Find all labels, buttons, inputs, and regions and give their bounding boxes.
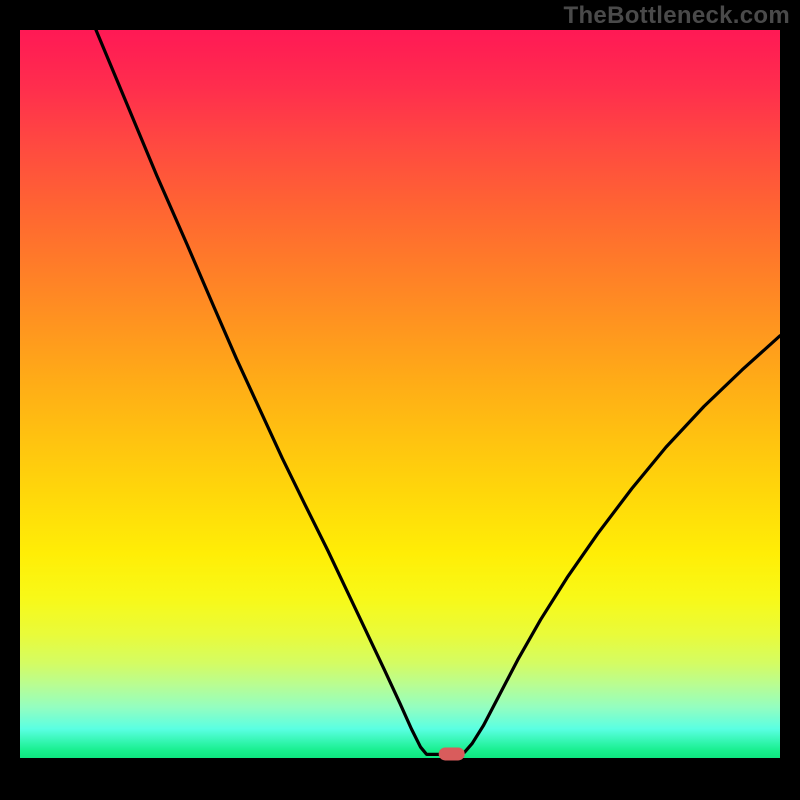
watermark-text: TheBottleneck.com — [564, 2, 790, 30]
bottleneck-curve — [20, 30, 780, 758]
plot-area — [20, 30, 780, 758]
optimum-marker — [438, 748, 465, 761]
chart-canvas: TheBottleneck.com — [0, 0, 800, 800]
